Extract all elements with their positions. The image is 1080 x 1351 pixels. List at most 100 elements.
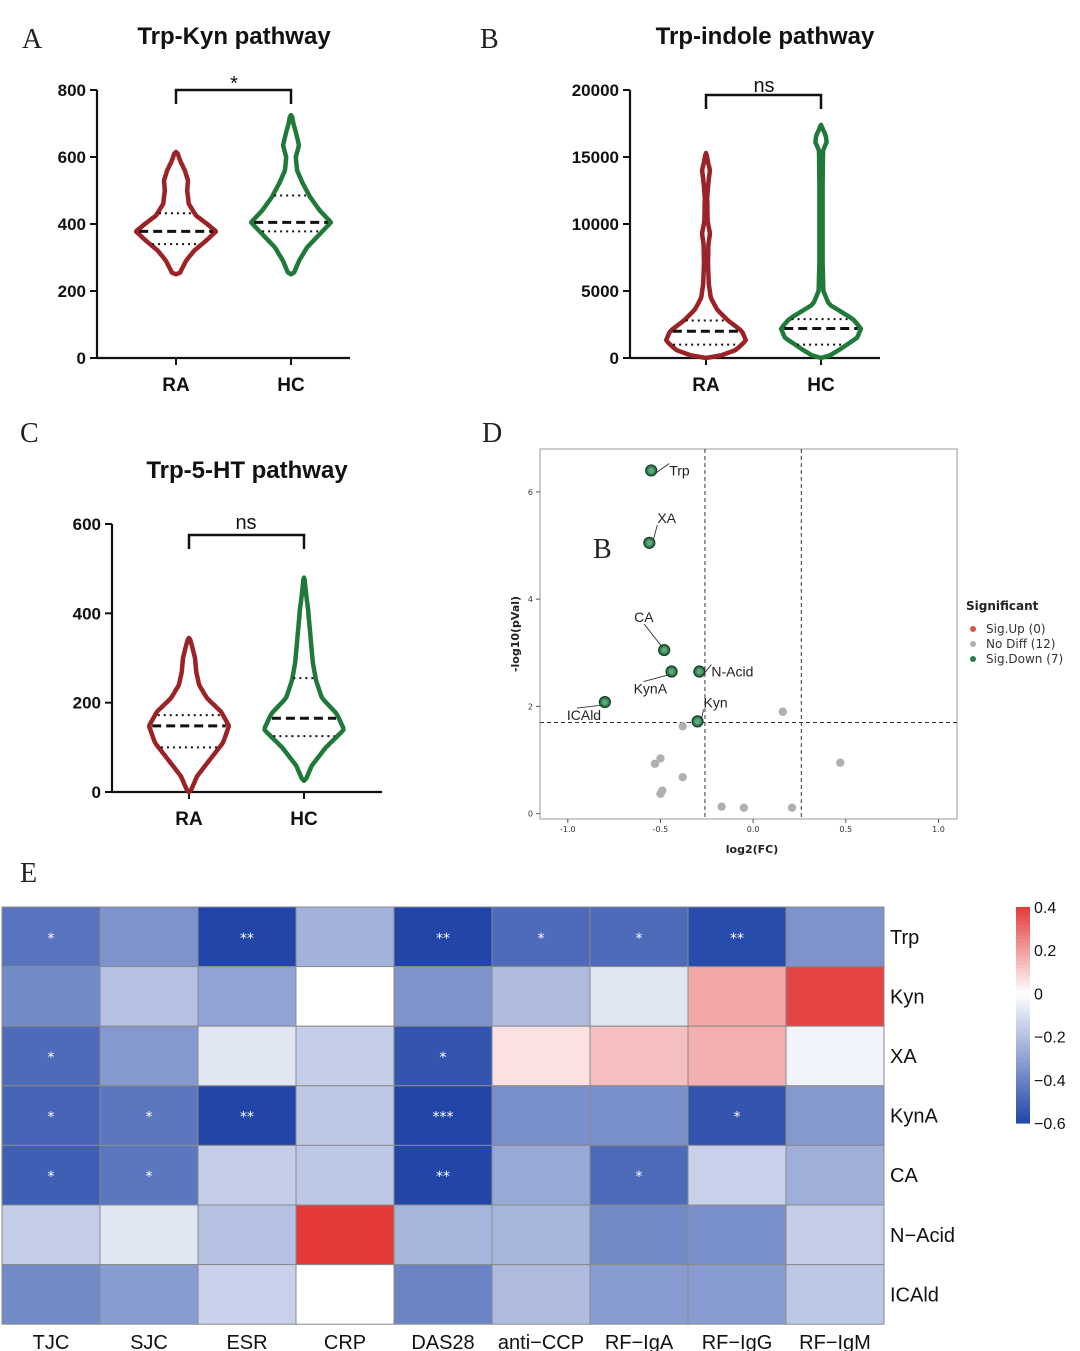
heatmap-col-label: TJC xyxy=(33,1332,70,1351)
y-tick-label: 20000 xyxy=(572,81,619,100)
colorbar-segment xyxy=(1016,1043,1030,1048)
colorbar-segment xyxy=(1016,1033,1030,1038)
volcano-xlabel: log2(FC) xyxy=(726,843,779,856)
volcano-ylabel: -log10(pVal) xyxy=(509,596,522,672)
heatmap-cell xyxy=(785,1085,885,1146)
y-tick-label: 200 xyxy=(58,282,86,301)
y-tick-label: 400 xyxy=(58,215,86,234)
volcano-point-label: CA xyxy=(634,609,654,625)
volcano-point-no-diff xyxy=(778,707,787,716)
volcano-x-tick-label: -1.0 xyxy=(560,825,576,834)
heatmap-cell xyxy=(687,1025,787,1087)
heatmap-cell xyxy=(1,1204,101,1266)
heatmap-row-label: Trp xyxy=(890,927,919,949)
legend-label-down: Sig.Down (7) xyxy=(986,652,1063,666)
volcano-point-label: XA xyxy=(657,510,676,526)
heatmap-cell xyxy=(99,1144,199,1206)
violin-hc xyxy=(262,575,346,784)
panel-label-c: C xyxy=(20,418,39,449)
colorbar-segment xyxy=(1016,989,1030,994)
colorbar-segment xyxy=(1016,953,1030,958)
heatmap-cell xyxy=(197,966,297,1027)
heatmap-cell xyxy=(687,1264,787,1325)
heatmap-cell xyxy=(99,1085,199,1146)
colorbar-segment xyxy=(1016,1061,1030,1066)
chart-b-title: Trp-indole pathway xyxy=(656,23,875,50)
heatmap-cell xyxy=(1,1264,101,1325)
colorbar-tick-label: 0.4 xyxy=(1034,900,1056,917)
volcano-legend: Sig.Up (0)No Diff (12)Sig.Down (7) xyxy=(970,622,1063,666)
colorbar-segment xyxy=(1016,1018,1030,1023)
heatmap-cell xyxy=(491,966,591,1027)
colorbar-segment xyxy=(1016,950,1030,955)
heatmap-col-label: DAS28 xyxy=(411,1332,474,1351)
colorbar-tick-label: −0.6 xyxy=(1034,1116,1066,1133)
volcano-point-highlight xyxy=(696,668,703,675)
colorbar-tick-label: −0.4 xyxy=(1034,1073,1066,1090)
heatmap-cell xyxy=(491,906,591,968)
y-tick-label: 800 xyxy=(58,81,86,100)
colorbar-segment xyxy=(1016,1105,1030,1110)
heatmap-cell xyxy=(295,1085,395,1146)
heatmap-cell xyxy=(491,1025,591,1087)
colorbar-segment xyxy=(1016,979,1030,984)
heatmap-col-label: CRP xyxy=(324,1332,366,1351)
colorbar-segment xyxy=(1016,1079,1030,1084)
heatmap-cell xyxy=(295,1204,395,1266)
y-tick-label: 5000 xyxy=(581,282,619,301)
colorbar-tick-label: 0.2 xyxy=(1034,943,1056,960)
heatmap-star: ** xyxy=(240,1110,254,1126)
violin-ra xyxy=(663,150,749,361)
volcano-point-no-diff xyxy=(836,758,845,767)
colorbar-segment xyxy=(1016,1029,1030,1034)
panel-label-a: A xyxy=(22,24,43,55)
heatmap-cell xyxy=(785,1264,885,1325)
volcano-x-tick-label: -0.5 xyxy=(653,825,669,834)
colorbar-segment xyxy=(1016,1015,1030,1020)
volcano-point-no-diff xyxy=(650,759,660,768)
heatmap-star: * xyxy=(48,931,55,947)
heatmap-star: *** xyxy=(433,1110,454,1126)
volcano-x-tick-label: 1.0 xyxy=(932,825,945,834)
heatmap-star: * xyxy=(146,1110,153,1126)
heatmap-cell xyxy=(491,1264,591,1325)
colorbar-segment xyxy=(1016,1112,1030,1117)
x-category-label: HC xyxy=(277,375,305,396)
heatmap-col-label: RF−IgM xyxy=(799,1332,871,1351)
colorbar-segment xyxy=(1016,1011,1030,1016)
colorbar-segment xyxy=(1016,1051,1030,1056)
volcano-y-tick-label: 4 xyxy=(528,595,533,604)
heatmap-col-label: anti−CCP xyxy=(498,1332,584,1351)
heatmap-cell xyxy=(393,1144,493,1206)
heatmap-cell xyxy=(295,1025,395,1087)
colorbar-segment xyxy=(1016,1076,1030,1081)
heatmap-star: ** xyxy=(730,931,744,947)
heatmap-cell xyxy=(393,1025,493,1087)
legend-swatch-nodiff xyxy=(970,641,976,647)
colorbar-segment xyxy=(1016,1083,1030,1088)
heatmap-cell xyxy=(99,1264,199,1325)
heatmap-cell xyxy=(197,1144,297,1206)
y-tick-label: 200 xyxy=(73,694,101,713)
colorbar-segment xyxy=(1016,1025,1030,1030)
y-tick-label: 0 xyxy=(610,349,619,368)
volcano-point-label: KynA xyxy=(634,681,668,697)
colorbar-segment xyxy=(1016,964,1030,969)
colorbar-segment xyxy=(1016,1108,1030,1113)
heatmap-cell xyxy=(295,1144,395,1206)
colorbar-tick-label: 0 xyxy=(1034,986,1043,1003)
volcano-legend-title: Significant xyxy=(966,599,1039,613)
colorbar-segment xyxy=(1016,971,1030,976)
heatmap-cell xyxy=(197,1264,297,1325)
violin-ra xyxy=(133,149,219,277)
volcano-point-no-diff xyxy=(787,803,797,812)
colorbar-segment xyxy=(1016,1047,1030,1052)
significance-bracket xyxy=(187,533,306,549)
volcano-y-tick-label: 6 xyxy=(528,488,533,497)
colorbar-segment xyxy=(1016,1065,1030,1070)
volcano-point-no-diff xyxy=(656,789,665,798)
heatmap-star: * xyxy=(538,931,545,947)
x-category-label: RA xyxy=(692,375,720,396)
